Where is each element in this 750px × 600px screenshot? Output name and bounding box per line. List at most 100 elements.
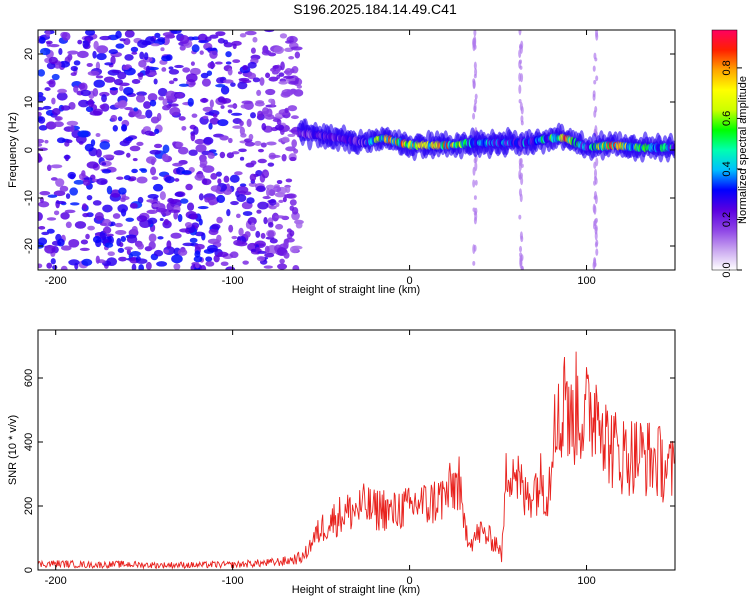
- noise-blob: [78, 99, 90, 108]
- noise-blob: [216, 234, 222, 243]
- noise-blob: [84, 30, 96, 36]
- y-tick-label: 0: [23, 147, 35, 153]
- streak-blob: [595, 248, 599, 256]
- noise-blob: [249, 173, 257, 182]
- noise-blob: [162, 98, 168, 106]
- noise-blob: [193, 255, 203, 263]
- y-tick-label: 400: [23, 433, 35, 451]
- noise-blob: [219, 151, 226, 159]
- noise-blob: [226, 152, 235, 159]
- noise-blob: [170, 232, 182, 239]
- colorbar-tick-label: 0.2: [721, 212, 733, 227]
- noise-blob: [102, 204, 113, 213]
- noise-blob: [220, 85, 230, 95]
- noise-blob: [114, 222, 123, 228]
- noise-blob: [119, 140, 130, 147]
- noise-blob: [168, 103, 179, 107]
- streak-blob: [518, 84, 522, 95]
- noise-blob: [135, 258, 148, 264]
- streak-blob: [592, 93, 596, 101]
- noise-blob: [137, 243, 144, 250]
- noise-blob: [159, 217, 164, 222]
- noise-blob: [199, 158, 208, 167]
- noise-blob: [159, 191, 166, 201]
- noise-blob: [242, 79, 252, 84]
- streak-blob: [518, 214, 522, 220]
- noise-blob: [223, 175, 230, 183]
- noise-blob: [261, 49, 272, 56]
- colorbar-tick-label: 0.8: [721, 60, 733, 75]
- streak-blob: [474, 179, 478, 186]
- noise-blob: [205, 256, 213, 262]
- noise-blob: [217, 178, 222, 185]
- noise-blob: [69, 125, 75, 133]
- noise-blob: [231, 235, 238, 240]
- noise-blob: [119, 100, 128, 108]
- noise-blob: [140, 168, 148, 173]
- noise-blob: [136, 215, 148, 222]
- noise-blob: [93, 40, 99, 50]
- noise-blob: [239, 120, 244, 126]
- streak-blob: [593, 80, 597, 85]
- noise-blob: [87, 98, 94, 108]
- noise-blob: [163, 218, 170, 226]
- noise-blob: [257, 148, 264, 153]
- streak-blob: [473, 244, 477, 252]
- streak-blob: [473, 61, 477, 70]
- noise-blob: [38, 125, 48, 131]
- noise-blob: [124, 30, 135, 38]
- noise-blob: [256, 255, 266, 262]
- noise-blob: [67, 50, 79, 55]
- noise-blob: [187, 97, 194, 107]
- noise-blob: [67, 171, 77, 179]
- noise-blob: [52, 265, 58, 270]
- noise-blob: [92, 200, 102, 206]
- x-tick-label: -200: [45, 275, 67, 287]
- noise-blob: [254, 101, 265, 107]
- noise-blob: [281, 153, 287, 162]
- noise-blob: [215, 31, 226, 37]
- noise-blob: [120, 236, 127, 243]
- noise-blob: [131, 225, 138, 235]
- x-tick-label: 0: [407, 275, 413, 287]
- noise-blob: [266, 188, 271, 197]
- noise-blob: [115, 229, 127, 235]
- snr-y-label: SNR (10 * v/v): [7, 415, 19, 485]
- noise-blob: [210, 172, 218, 180]
- y-tick-label: 200: [23, 497, 35, 515]
- noise-blob: [161, 153, 169, 162]
- noise-blob: [129, 202, 138, 209]
- noise-blob: [44, 245, 55, 249]
- noise-blob: [186, 202, 195, 211]
- noise-blob: [131, 168, 138, 174]
- noise-blob: [68, 239, 80, 248]
- noise-blob: [194, 173, 205, 181]
- noise-blob: [232, 59, 241, 64]
- noise-blob: [228, 224, 234, 233]
- noise-blob: [131, 263, 137, 270]
- noise-blob: [136, 176, 148, 184]
- streak-blob: [519, 193, 523, 203]
- noise-blob: [110, 114, 118, 122]
- noise-blob: [143, 52, 149, 61]
- noise-blob: [130, 46, 139, 53]
- noise-blob: [263, 216, 268, 225]
- noise-blob: [95, 75, 104, 79]
- noise-blob: [219, 135, 229, 141]
- streak-blob: [594, 224, 598, 232]
- noise-blob: [209, 34, 219, 39]
- noise-blob: [157, 236, 164, 240]
- noise-blob: [244, 30, 257, 36]
- noise-blob: [118, 187, 127, 195]
- noise-blob: [138, 264, 145, 270]
- noise-blob: [39, 47, 51, 56]
- noise-blob: [136, 141, 144, 147]
- noise-blob: [149, 72, 158, 76]
- noise-blob: [232, 43, 237, 50]
- streak-blob: [519, 245, 523, 253]
- streak-blob: [472, 80, 476, 89]
- noise-blob: [38, 111, 42, 117]
- noise-blob: [189, 213, 198, 220]
- noise-blob: [70, 65, 78, 72]
- noise-blob: [197, 205, 209, 210]
